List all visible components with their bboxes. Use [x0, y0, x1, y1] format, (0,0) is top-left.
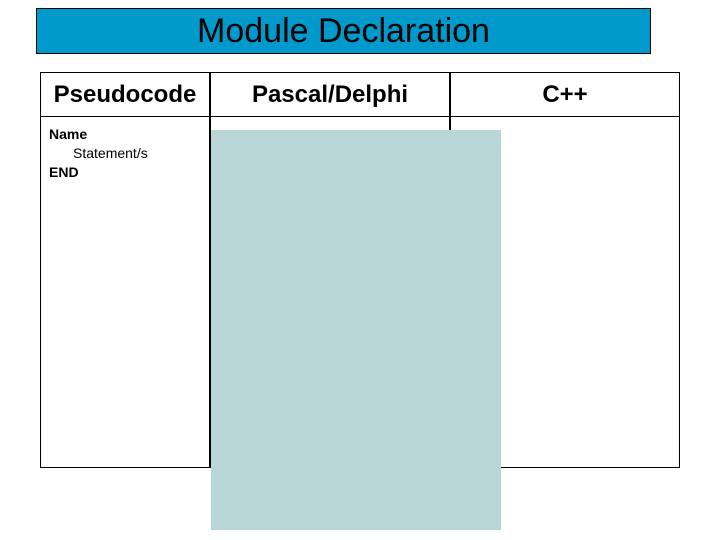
- column-header-pascal: Pascal/Delphi: [210, 72, 450, 116]
- overlay-block: [211, 130, 501, 530]
- column-header-label: C++: [542, 81, 587, 109]
- slide: Module Declaration Pseudocode Pascal/Del…: [0, 0, 720, 540]
- pseudo-line: Statement/s: [49, 144, 148, 163]
- slide-title: Module Declaration: [36, 12, 651, 51]
- column-header-pseudocode: Pseudocode: [40, 72, 210, 116]
- column-body-pseudocode: Name Statement/s END: [40, 116, 210, 468]
- pseudo-line: END: [49, 163, 148, 182]
- pseudocode-content: Name Statement/s END: [49, 125, 148, 182]
- column-header-cpp: C++: [450, 72, 680, 116]
- column-header-label: Pseudocode: [54, 81, 197, 109]
- column-header-label: Pascal/Delphi: [252, 81, 408, 109]
- pseudo-line: Name: [49, 125, 148, 144]
